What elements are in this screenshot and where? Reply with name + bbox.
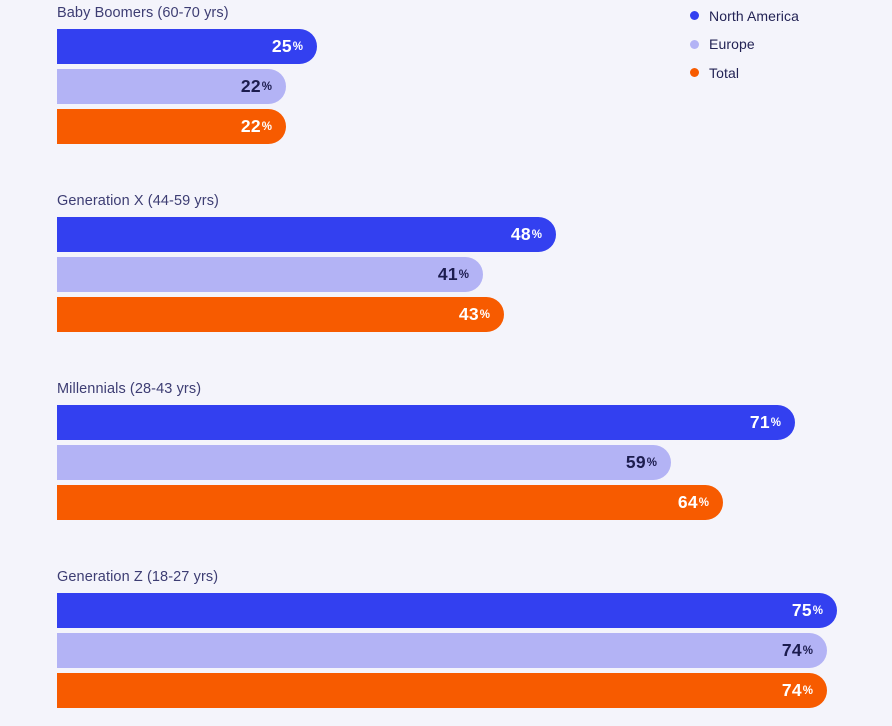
bar-europe: 41% [57, 257, 483, 292]
bar-row: 74% [57, 673, 892, 708]
legend-item-europe: Europe [690, 35, 799, 54]
bar-north-america: 71% [57, 405, 795, 440]
bar-row: 64% [57, 485, 892, 520]
legend: North America Europe Total [690, 6, 799, 92]
bar-group: Millennials (28-43 yrs) 71% 59% 64% [57, 380, 892, 520]
bar-value: 22 [240, 116, 261, 136]
group-label: Generation X (44-59 yrs) [57, 193, 219, 209]
bar-row: 48% [57, 217, 892, 252]
bar-value: 75 [791, 600, 812, 620]
bar-north-america: 75% [57, 593, 837, 628]
percent-sign: % [458, 268, 469, 281]
percent-sign: % [261, 120, 272, 133]
bar-groups: Baby Boomers (60-70 yrs) 25% 22% 22% Generat… [57, 4, 892, 708]
legend-label: Europe [709, 36, 755, 52]
bar-total: 74% [57, 673, 827, 708]
bar-north-america: 48% [57, 217, 556, 252]
bar-europe: 22% [57, 69, 286, 104]
group-label: Millennials (28-43 yrs) [57, 381, 202, 397]
percent-sign: % [802, 684, 813, 697]
percent-sign: % [698, 496, 709, 509]
group-label: Baby Boomers (60-70 yrs) [57, 5, 229, 21]
bar-group: Baby Boomers (60-70 yrs) 25% 22% 22% [57, 4, 892, 144]
bar-value: 22 [240, 76, 261, 96]
bar-europe: 59% [57, 445, 671, 480]
bar-row: 22% [57, 109, 892, 144]
percent-sign: % [802, 644, 813, 657]
percent-sign: % [531, 228, 542, 241]
bar-row: 75% [57, 593, 892, 628]
legend-item-north-america: North America [690, 6, 799, 25]
bar-group: Generation Z (18-27 yrs) 75% 74% 74% [57, 568, 892, 708]
bar-value: 25 [271, 36, 292, 56]
bar-value: 48 [510, 224, 531, 244]
group-label: Generation Z (18-27 yrs) [57, 569, 219, 585]
bar-value: 71 [749, 412, 770, 432]
percent-sign: % [646, 456, 657, 469]
bar-total: 22% [57, 109, 286, 144]
bar-row: 74% [57, 633, 892, 668]
legend-item-total: Total [690, 63, 799, 82]
percent-sign: % [770, 416, 781, 429]
percent-sign: % [479, 308, 490, 321]
bar-value: 74 [781, 680, 802, 700]
legend-label: North America [709, 7, 799, 24]
bar-value: 43 [458, 304, 479, 324]
bar-value: 59 [625, 452, 646, 472]
bar-value: 74 [781, 640, 802, 660]
north-america-dot-icon [690, 11, 699, 20]
bar-row: 22% [57, 69, 892, 104]
bar-value: 41 [437, 264, 458, 284]
bar-total: 43% [57, 297, 504, 332]
bar-group: Generation X (44-59 yrs) 48% 41% 43% [57, 192, 892, 332]
bar-north-america: 25% [57, 29, 317, 64]
bar-total: 64% [57, 485, 723, 520]
percent-sign: % [292, 40, 303, 53]
bar-row: 41% [57, 257, 892, 292]
total-dot-icon [690, 68, 699, 77]
bar-row: 71% [57, 405, 892, 440]
bar-row: 43% [57, 297, 892, 332]
europe-dot-icon [690, 39, 699, 49]
bar-value: 64 [677, 492, 698, 512]
bar-europe: 74% [57, 633, 827, 668]
bar-row: 25% [57, 29, 892, 64]
legend-label: Total [709, 64, 740, 81]
percent-sign: % [261, 80, 272, 93]
bar-row: 59% [57, 445, 892, 480]
percent-sign: % [812, 604, 823, 617]
